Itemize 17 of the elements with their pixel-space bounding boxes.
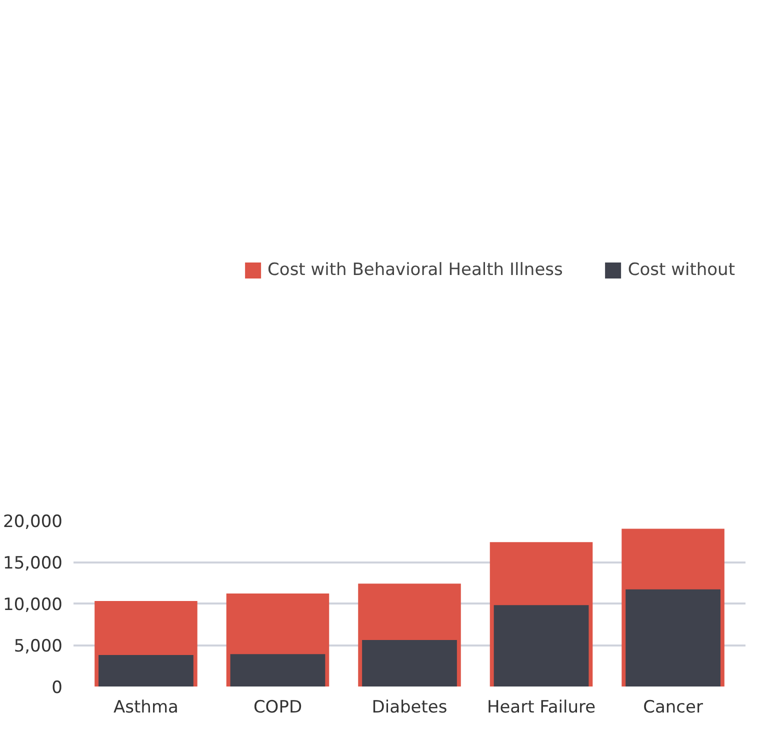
x-tick-label: Heart Failure bbox=[486, 698, 596, 718]
bar bbox=[230, 654, 326, 686]
x-tick-label: COPD bbox=[253, 698, 302, 718]
y-tick-label: 20,000 bbox=[3, 512, 62, 532]
y-tick-label: 0 bbox=[52, 678, 63, 698]
bar bbox=[494, 605, 589, 686]
y-tick-label: 10,000 bbox=[3, 595, 62, 615]
x-tick-label: Diabetes bbox=[372, 698, 448, 718]
y-tick-label: 15,000 bbox=[3, 554, 62, 574]
bar bbox=[362, 640, 457, 686]
x-tick-label: Asthma bbox=[114, 698, 178, 718]
bar bbox=[626, 589, 720, 686]
bar bbox=[98, 654, 194, 686]
legend-label: Cost without bbox=[628, 260, 735, 280]
legend-label: Cost with Behavioral Health Illness bbox=[268, 260, 563, 280]
x-tick-label: Cancer bbox=[643, 698, 703, 718]
y-tick-label: 5,000 bbox=[14, 636, 63, 656]
